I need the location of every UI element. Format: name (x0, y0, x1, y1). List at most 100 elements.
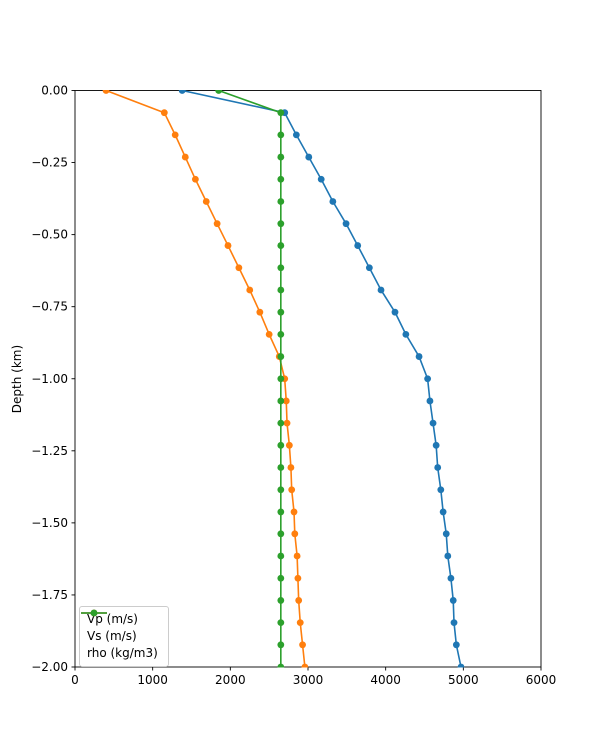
vp-marker (434, 464, 442, 471)
axes-box (74, 90, 542, 668)
vs-marker (265, 330, 273, 338)
x-tick-label: 1000 (137, 673, 168, 687)
vs-marker (290, 508, 298, 516)
legend-item-rho: rho (kg/m3) (81, 609, 158, 661)
rho-marker (277, 353, 285, 360)
y-axis-ticks: 0.00 −0.25 −0.50 −0.75 −1.00 −1.25 −1.50 −1.75 −… (31, 84, 75, 674)
vs-marker (224, 242, 232, 249)
x-tick-label: 2000 (215, 673, 246, 687)
vp-marker (450, 619, 458, 627)
legend-item-vs: Vs (m/s) (81, 609, 158, 644)
y-tick-label: −0.75 (31, 300, 68, 314)
rho-marker (277, 464, 285, 471)
vp-marker (292, 131, 300, 139)
data-series (102, 90, 465, 668)
vp-marker (178, 90, 186, 94)
y-axis-label: Depth (km) (10, 345, 24, 413)
vs-marker (282, 397, 290, 405)
vp-marker (432, 441, 440, 449)
vs-marker (301, 663, 309, 668)
x-tick-label: 0 (71, 673, 79, 687)
x-tick-label: 4000 (370, 673, 401, 687)
rho-marker (277, 552, 285, 560)
vp-marker (452, 641, 460, 649)
legend-label-vs: Vs (m/s) (87, 629, 137, 643)
x-tick-label: 3000 (293, 673, 324, 687)
rho-marker (277, 663, 285, 668)
vs-marker (288, 486, 296, 494)
vs-marker (160, 109, 168, 117)
vp-marker (305, 153, 313, 161)
axes-spines (74, 90, 542, 668)
vs-marker (102, 90, 110, 94)
rho-marker (277, 264, 285, 272)
rho-marker (277, 619, 285, 627)
vp-marker (317, 175, 325, 183)
rho-marker (277, 397, 285, 405)
rho-marker (277, 508, 285, 516)
rho-marker (277, 486, 285, 494)
rho-series (215, 90, 285, 668)
vs-marker (181, 153, 189, 161)
vp-marker (424, 375, 432, 383)
vp-marker (354, 242, 362, 249)
rho-marker (277, 641, 285, 649)
rho-marker (215, 90, 223, 94)
vs-marker (291, 530, 299, 538)
legend-label-rho: rho (kg/m3) (87, 646, 158, 660)
y-tick-label: −0.50 (31, 228, 68, 242)
vp-marker (444, 552, 452, 560)
vs-marker (171, 131, 179, 139)
legend: Vp (m/s) Vs (m/s) rho (kg/m3) (79, 606, 169, 667)
vp-marker (391, 308, 399, 316)
vp-marker (439, 508, 447, 516)
rho-marker (277, 109, 285, 117)
x-tick-label: 5000 (448, 673, 479, 687)
rho-marker (277, 175, 285, 183)
rho-marker (277, 131, 285, 139)
vs-marker (202, 198, 210, 205)
vp-series (178, 90, 465, 668)
vs-marker (294, 574, 302, 582)
vp-marker (457, 663, 465, 668)
vs-marker (213, 220, 221, 228)
y-tick-label: −2.00 (31, 660, 68, 674)
vs-marker (285, 441, 293, 449)
x-tick-label: 6000 (526, 673, 557, 687)
y-tick-label: −1.50 (31, 516, 68, 530)
vp-marker (442, 530, 450, 538)
y-tick-label: 0.00 (41, 84, 68, 98)
rho-line-marker-icon (81, 609, 107, 617)
y-tick-label: −1.00 (31, 372, 68, 386)
vs-marker (287, 464, 295, 471)
vp-marker (449, 597, 457, 604)
x-axis-ticks: 0 1000 2000 3000 4000 5000 6000 (71, 667, 556, 687)
rho-line (218, 90, 282, 667)
vp-marker (329, 198, 337, 205)
y-tick-label: −1.75 (31, 588, 68, 602)
rho-marker (277, 198, 285, 205)
vp-marker (342, 220, 350, 228)
vp-marker (365, 264, 373, 272)
legend-label-vp: Vp (m/s) (87, 612, 138, 626)
rho-marker (277, 286, 285, 294)
vs-marker (235, 264, 243, 272)
vs-marker (246, 286, 254, 294)
rho-marker (277, 242, 285, 249)
rho-marker (277, 153, 285, 161)
rho-marker (277, 375, 285, 383)
rho-marker (277, 597, 285, 604)
y-tick-label: −0.25 (31, 156, 68, 170)
vs-marker (296, 619, 304, 627)
vp-marker (377, 286, 385, 294)
vs-marker (191, 175, 199, 183)
vp-marker (429, 419, 437, 427)
vs-marker (256, 308, 264, 316)
vp-marker (415, 353, 423, 360)
rho-marker (277, 330, 285, 338)
vs-line (105, 90, 306, 668)
rho-marker (277, 308, 285, 316)
rho-marker (277, 530, 285, 538)
